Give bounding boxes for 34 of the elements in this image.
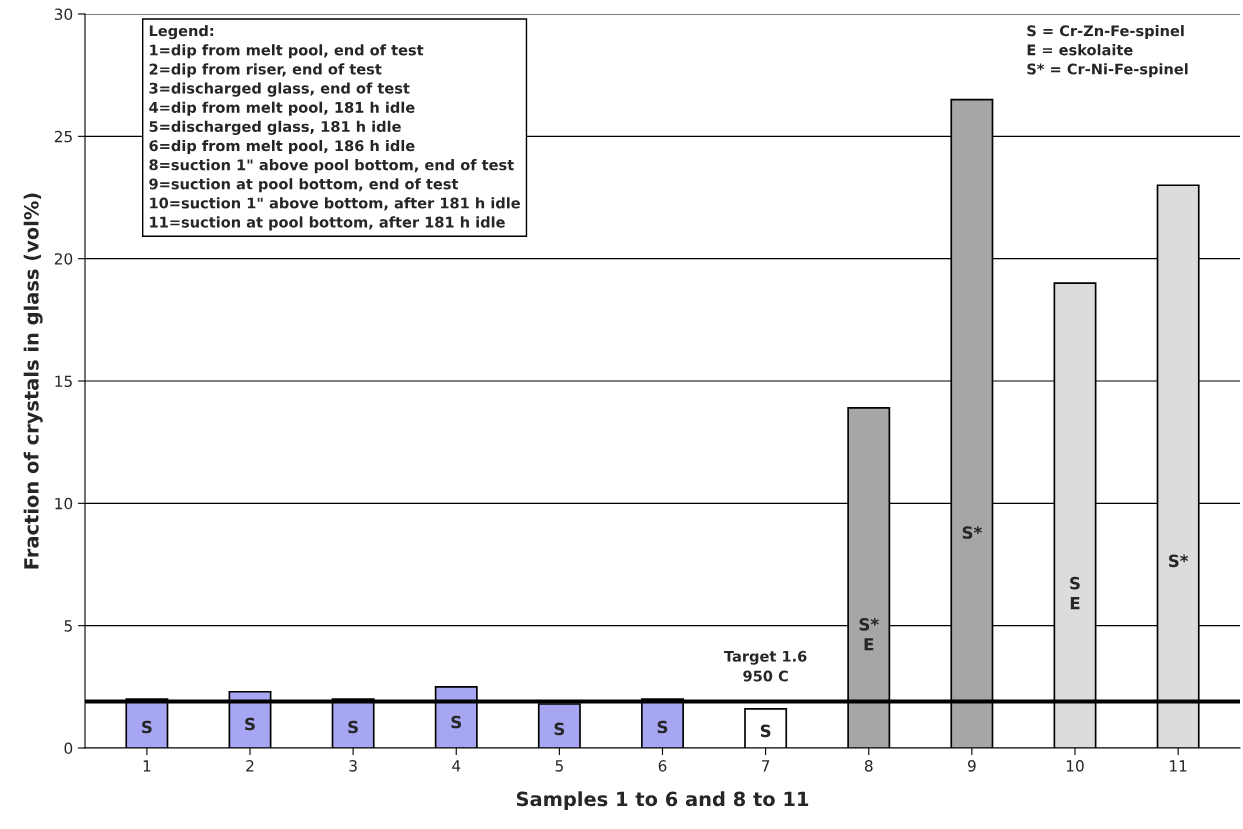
x-tick-label: 9 [967, 760, 976, 772]
x-tick-label: 8 [864, 760, 873, 772]
x-tick-label: 5 [555, 760, 563, 772]
y-tick-label: 5 [64, 620, 72, 632]
data-label: S* E [859, 618, 879, 651]
y-tick-label: 15 [55, 375, 72, 388]
data-label: S* [962, 526, 982, 539]
y-tick-label: 10 [55, 497, 73, 510]
x-tick-label: 6 [658, 760, 667, 772]
text: Legend: 1=dip from melt pool, end of test 2=dip from riser, end of test 3=discharged glass, end of test 4=dip from melt pool, 181 h idle 5=discharged glass, 181 h idle 6=dip from melt pool, 186 h idle 8=suction 1" above pool bottom, end of test 9=suction at pool bottom, end of test 10=suction 1" above bottom, after 181 h idle 11=suction at pool bottom, after 181 h idle [149, 25, 520, 231]
x-tick-label: 10 [1066, 760, 1084, 772]
x-tick-label: 4 [452, 760, 461, 772]
data-label: S* [1168, 554, 1189, 568]
y-tick-label: 20 [54, 253, 73, 265]
ref-line-label: Target 1.6 950 C [724, 650, 807, 682]
data-label: S [657, 720, 668, 734]
x-tick-label: 2 [246, 760, 254, 772]
x-tick-label: 3 [349, 760, 357, 772]
data-label: S [451, 715, 462, 729]
y-tick-label: 25 [54, 130, 72, 143]
data-label: S E [1070, 576, 1080, 610]
x-tick-label: 1 [143, 760, 151, 772]
x-tick-label: 11 [1170, 760, 1187, 772]
annotation: S = Cr-Zn-Fe-spinel E = eskolaite S* = Cr-Ni-Fe-spinel [1027, 25, 1188, 78]
data-label: S [348, 720, 358, 734]
y-tick-label: 30 [54, 8, 73, 21]
y-tick-label: 0 [64, 742, 73, 755]
y-axis-title: Fraction of crystals in glass (vol%) [23, 193, 43, 569]
data-label: S [554, 722, 565, 736]
x-tick-label: 7 [762, 760, 770, 772]
x-axis-title: Samples 1 to 6 and 8 to 11 [516, 791, 809, 811]
data-label: S [245, 717, 255, 731]
data-label: S [142, 720, 152, 734]
data-label: S [760, 724, 771, 738]
